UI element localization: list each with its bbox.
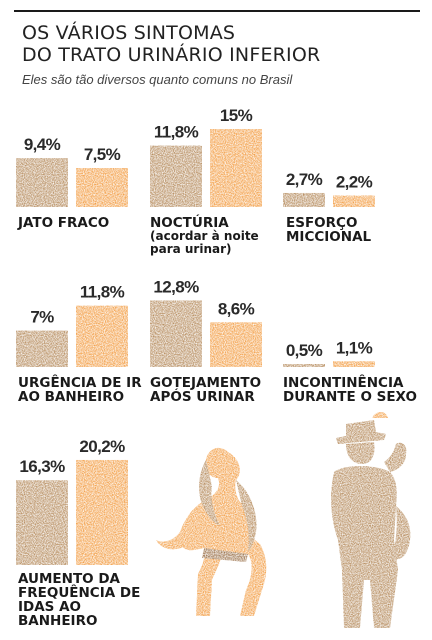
title-line-2: DO TRATO URINÁRIO INFERIOR xyxy=(22,44,321,66)
man-with-hat-illustration xyxy=(331,412,411,628)
value-label-gotejamento-2: 8,6% xyxy=(218,299,255,318)
bar-jato-fraco-1 xyxy=(16,158,68,207)
value-label-aumento-frequencia-1: 16,3% xyxy=(19,457,65,476)
value-label-nocturia-1: 11,8% xyxy=(154,123,199,142)
label-incontinencia: INCONTINÊNCIA DURANTE O SEXO xyxy=(283,375,417,405)
value-label-incontinencia-2: 1,1% xyxy=(336,338,373,357)
bar-gotejamento-1 xyxy=(150,300,202,367)
bar-aumento-frequencia-1 xyxy=(16,480,68,565)
value-label-urgencia-2: 11,8% xyxy=(80,283,125,302)
bar-jato-fraco-2 xyxy=(76,168,128,207)
label-nocturia: NOCTÚRIA (acordar à noite para urinar) xyxy=(150,216,280,256)
label-nocturia-note: (acordar à noite para urinar) xyxy=(150,229,259,256)
seated-woman-illustration xyxy=(156,447,267,616)
value-label-urgencia-1: 7% xyxy=(30,308,54,327)
label-aumento-frequencia: AUMENTO DA FREQUÊNCIA DE IDAS AO BANHEIR… xyxy=(18,571,141,629)
bar-nocturia-2 xyxy=(210,129,262,207)
bar-aumento-frequencia-2 xyxy=(76,459,128,565)
value-label-gotejamento-1: 12,8% xyxy=(153,277,199,296)
bar-nocturia-1 xyxy=(150,145,202,207)
title-line-1: OS VÁRIOS SINTOMAS xyxy=(22,22,236,44)
bar-esforco-miccional-1 xyxy=(283,192,325,207)
page-title: OS VÁRIOS SINTOMAS DO TRATO URINÁRIO INF… xyxy=(22,22,422,66)
bar-urgencia-1 xyxy=(16,330,68,367)
label-jato-fraco: JATO FRACO xyxy=(18,215,110,231)
value-label-incontinencia-1: 0,5% xyxy=(286,341,323,360)
value-label-aumento-frequencia-2: 20,2% xyxy=(79,437,125,456)
bar-esforco-miccional-2 xyxy=(333,195,375,207)
value-label-jato-fraco-1: 9,4% xyxy=(24,135,61,154)
value-label-esforco-miccional-1: 2,7% xyxy=(286,170,323,189)
bar-incontinencia-2 xyxy=(333,361,375,367)
top-rule xyxy=(14,10,420,12)
bar-gotejamento-2 xyxy=(210,322,262,367)
value-label-jato-fraco-2: 7,5% xyxy=(84,145,121,164)
bar-incontinencia-1 xyxy=(283,364,325,367)
label-urgencia: URGÊNCIA DE IR AO BANHEIRO xyxy=(18,375,142,405)
value-label-esforco-miccional-2: 2,2% xyxy=(336,173,373,192)
page-subtitle: Eles são tão diversos quanto comuns no B… xyxy=(22,72,293,87)
bar-urgencia-2 xyxy=(76,305,128,367)
label-gotejamento: GOTEJAMENTO APÓS URINAR xyxy=(150,375,262,405)
label-esforco-miccional: ESFORÇO MICCIONAL xyxy=(286,215,372,245)
value-label-nocturia-2: 15% xyxy=(220,106,253,125)
